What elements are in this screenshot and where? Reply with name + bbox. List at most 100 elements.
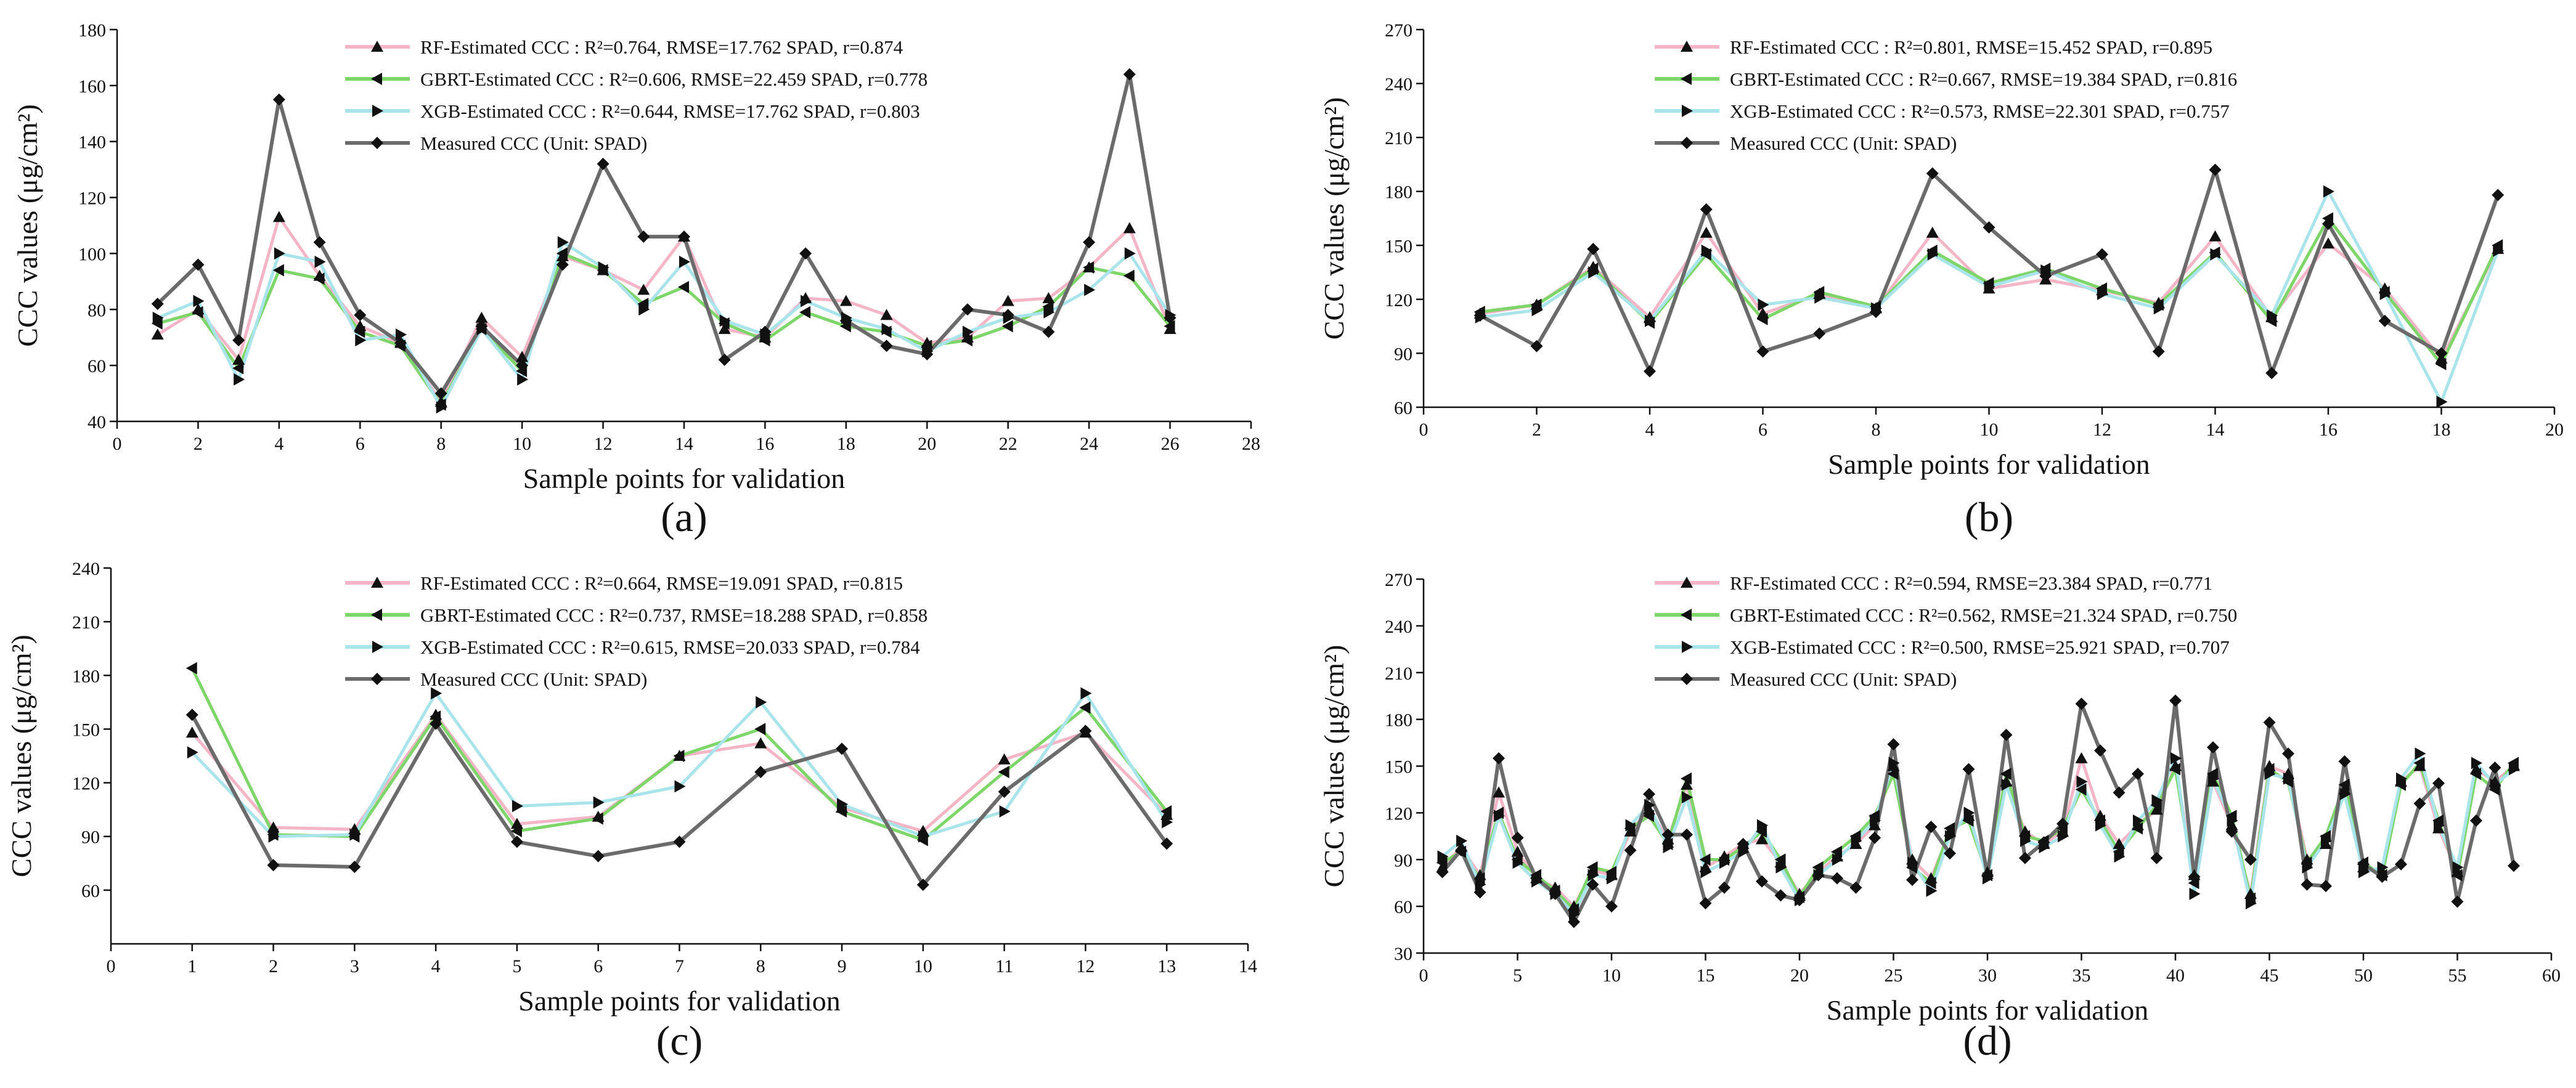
x-tick-label: 10 <box>1602 965 1621 986</box>
data-point-measured <box>1718 881 1730 894</box>
y-tick-label: 160 <box>78 76 106 97</box>
data-point-xgb <box>2358 866 2370 879</box>
y-tick-label: 180 <box>72 666 100 686</box>
data-point-xgb <box>638 303 650 316</box>
data-point-xgb <box>837 798 849 811</box>
data-point-gbrt <box>921 339 932 352</box>
data-point-xgb <box>187 746 198 759</box>
data-point-xgb <box>1851 834 1862 847</box>
y-axis-title: CCC values (μg/cm²) <box>6 635 37 877</box>
data-point-gbrt <box>1774 853 1786 866</box>
data-point-measured <box>1164 311 1176 324</box>
data-point-xgb <box>1700 866 1712 879</box>
legend-label-rf: RF-Estimated CCC : R²=0.664, RMSE=19.091… <box>420 572 903 594</box>
data-point-measured <box>2432 777 2445 790</box>
data-point-xgb <box>2246 897 2257 910</box>
y-tick-label: 210 <box>1385 664 1412 684</box>
legend-marker-measured <box>371 673 383 685</box>
data-point-gbrt <box>754 723 766 736</box>
data-point-xgb <box>1531 304 1543 317</box>
x-tick-label: 2 <box>1532 420 1541 440</box>
data-point-gbrt <box>2492 239 2503 252</box>
data-point-xgb <box>2151 794 2163 807</box>
data-point-xgb <box>557 236 569 249</box>
data-point-xgb <box>2264 768 2276 781</box>
data-point-xgb <box>679 256 690 269</box>
data-point-measured <box>2301 878 2313 891</box>
x-tick-label: 0 <box>1419 965 1429 986</box>
data-point-xgb <box>268 830 280 843</box>
x-tick-label: 5 <box>1513 965 1522 986</box>
x-tick-label: 11 <box>995 956 1013 976</box>
data-point-measured <box>1079 725 1092 737</box>
x-tick-label: 7 <box>675 956 684 976</box>
data-point-gbrt <box>2075 783 2087 796</box>
y-tick-label: 120 <box>72 774 100 794</box>
data-point-measured <box>921 347 934 360</box>
data-point-xgb <box>1437 850 1449 863</box>
x-tick-label: 5 <box>512 956 521 976</box>
data-point-xgb <box>2133 814 2144 827</box>
data-point-measured <box>1083 236 1096 249</box>
x-tick-label: 55 <box>2448 965 2467 986</box>
data-point-measured <box>1123 68 1136 81</box>
data-point-xgb <box>1663 841 1674 854</box>
x-tick-label: 4 <box>431 956 441 976</box>
data-point-xgb <box>436 401 447 414</box>
data-point-xgb <box>1758 298 1769 311</box>
data-point-xgb <box>2321 834 2332 847</box>
legend-label-xgb: XGB-Estimated CCC : R²=0.500, RMSE=25.92… <box>1730 636 2230 658</box>
data-point-xgb <box>2283 772 2294 785</box>
legend-marker-xgb <box>1682 641 1693 653</box>
series-line-rf <box>190 713 1168 833</box>
data-point-measured <box>2039 269 2052 282</box>
data-point-measured <box>556 258 569 271</box>
data-point-xgb <box>1984 280 1995 293</box>
legend-marker-rf <box>1681 577 1693 588</box>
data-point-xgb <box>963 325 974 338</box>
data-point-gbrt <box>961 334 972 347</box>
y-tick-label: 60 <box>1394 897 1412 917</box>
legend-marker-xgb <box>372 641 383 653</box>
data-point-measured <box>185 708 198 721</box>
data-point-xgb <box>1456 834 1467 847</box>
y-tick-label: 80 <box>88 300 106 320</box>
data-point-xgb <box>719 314 731 327</box>
data-point-xgb <box>2001 778 2013 791</box>
data-point-gbrt <box>2470 768 2481 781</box>
legend-label-rf: RF-Estimated CCC : R²=0.594, RMSE=23.384… <box>1730 572 2212 594</box>
panel-label: (b) <box>1965 493 2013 540</box>
x-tick-label: 15 <box>1697 965 1715 986</box>
data-point-gbrt <box>556 247 568 260</box>
data-point-measured <box>1962 763 1975 776</box>
data-point-xgb <box>801 294 812 307</box>
data-point-measured <box>836 742 849 755</box>
legend-label-gbrt: GBRT-Estimated CCC : R²=0.562, RMSE=21.3… <box>1730 604 2237 626</box>
data-point-rf <box>1123 222 1136 233</box>
data-point-measured <box>754 766 767 779</box>
data-point-xgb <box>2267 309 2278 322</box>
x-tick-label: 6 <box>593 956 603 976</box>
data-point-gbrt <box>1962 814 1974 827</box>
x-tick-label: 28 <box>1242 434 1260 454</box>
data-point-gbrt <box>2096 282 2107 295</box>
data-point-measured <box>1001 309 1014 322</box>
data-point-gbrt <box>2132 822 2143 835</box>
series-line-measured <box>190 713 1168 887</box>
data-point-xgb <box>1832 853 1843 866</box>
data-point-rf <box>1926 226 1939 238</box>
data-point-measured <box>2225 825 2238 838</box>
panel-label: (c) <box>656 1017 703 1064</box>
data-point-xgb <box>2415 747 2426 760</box>
data-point-xgb <box>2377 861 2389 874</box>
y-tick-label: 90 <box>81 827 100 848</box>
data-point-gbrt <box>2395 778 2406 791</box>
series-line-xgb <box>190 691 1168 838</box>
data-point-measured <box>1944 847 1956 860</box>
x-tick-label: 8 <box>1872 420 1881 440</box>
x-tick-label: 18 <box>2432 420 2451 440</box>
data-point-gbrt <box>1813 286 1825 299</box>
data-point-xgb <box>2471 757 2482 769</box>
data-point-gbrt <box>192 306 203 319</box>
